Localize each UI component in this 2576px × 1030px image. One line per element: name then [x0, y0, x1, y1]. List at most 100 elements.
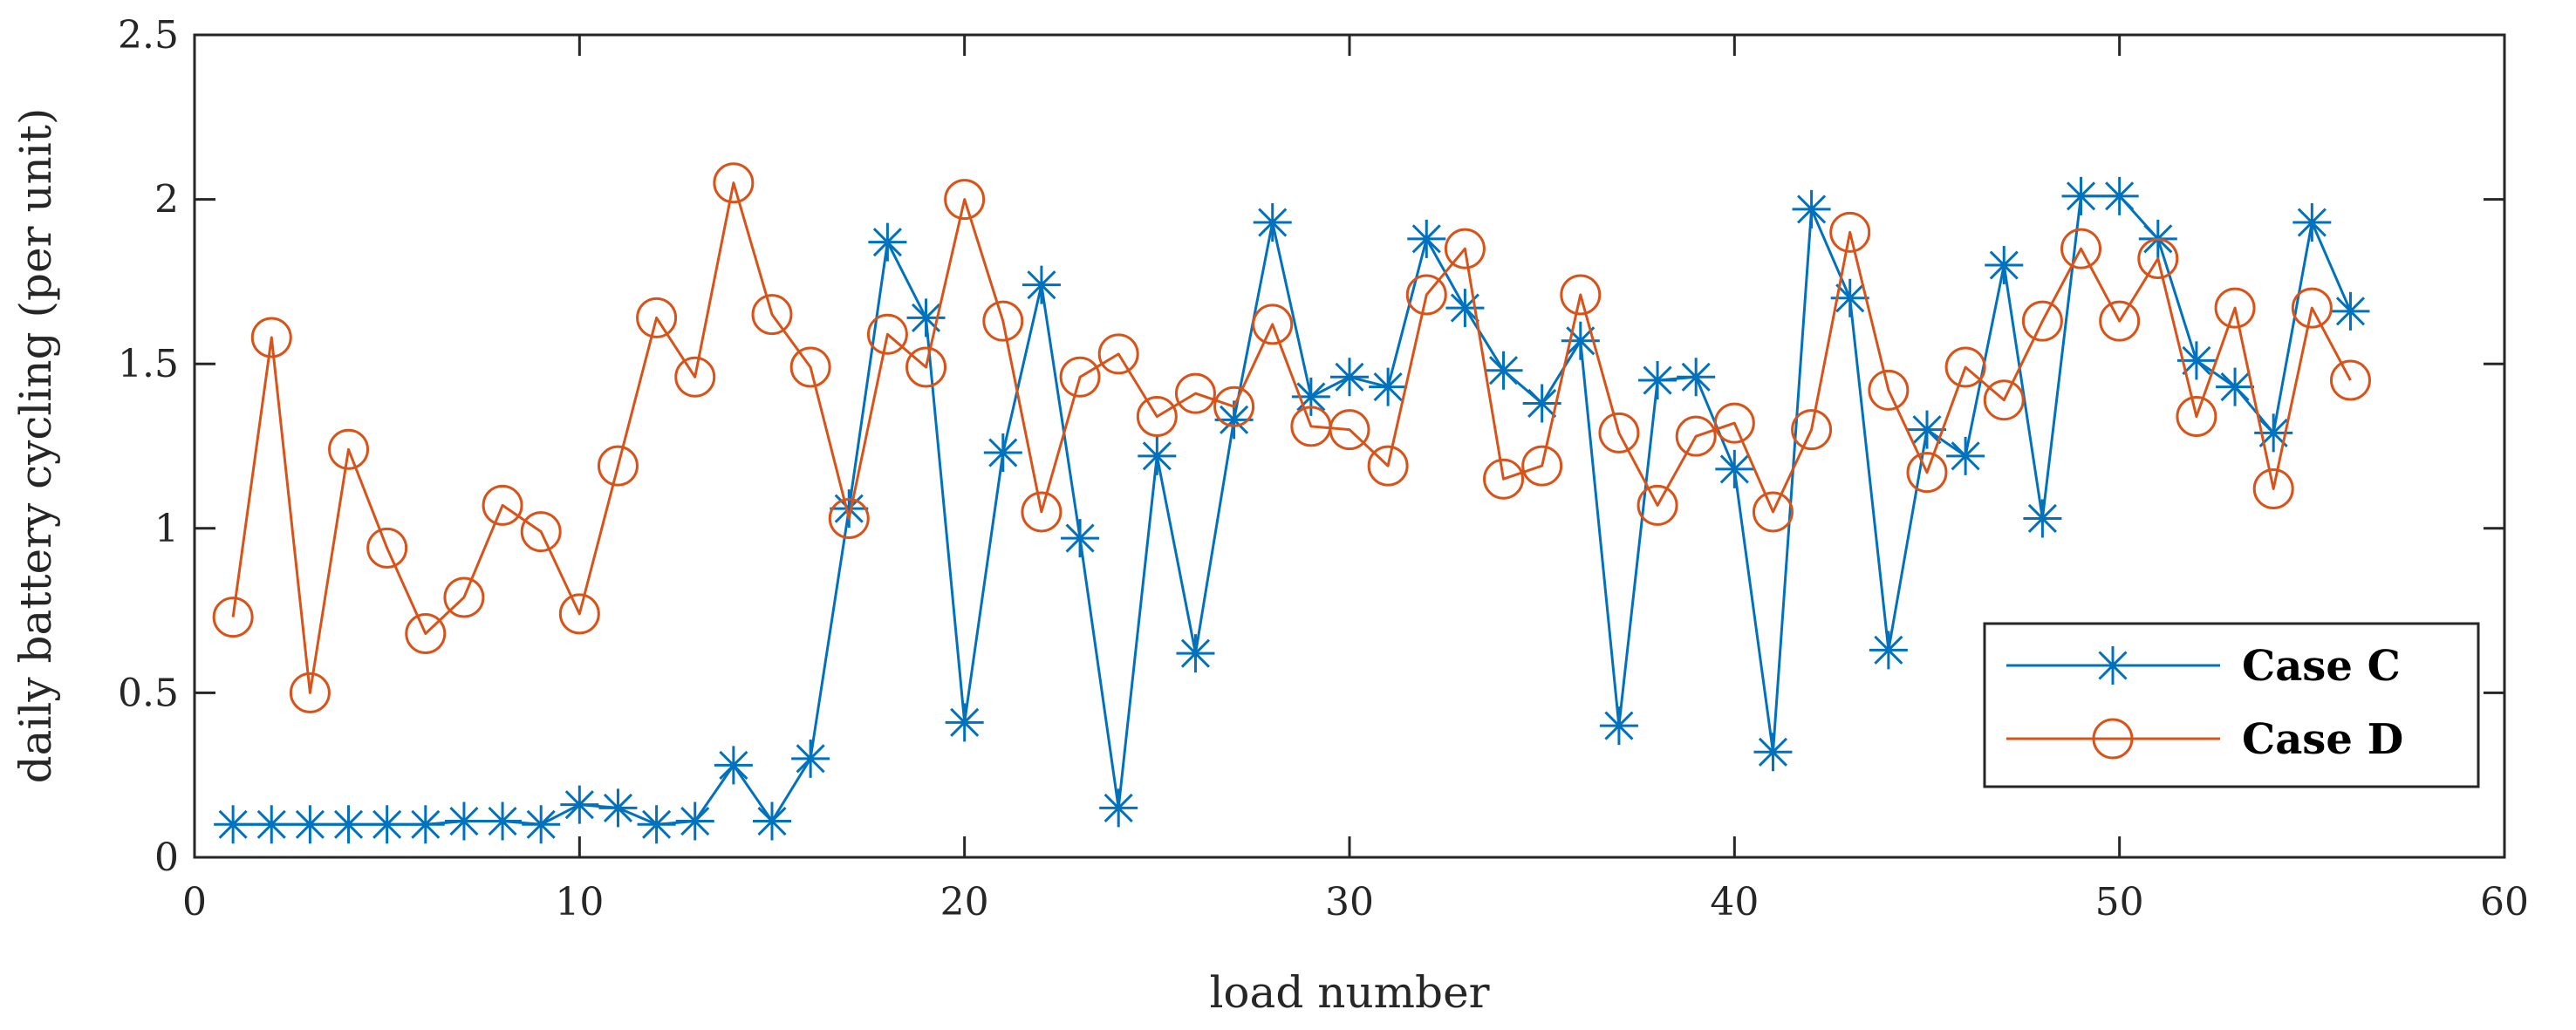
data-point — [905, 346, 947, 388]
data-point — [1560, 274, 1602, 316]
x-tick-label: 20 — [940, 880, 989, 924]
data-point — [789, 346, 831, 388]
series-case-d — [212, 162, 2371, 713]
data-point — [1097, 333, 1139, 375]
legend-box — [1983, 622, 2480, 788]
data-point — [1752, 491, 1794, 533]
data-point — [982, 300, 1024, 342]
data-point — [252, 805, 291, 844]
data-point — [753, 801, 791, 841]
data-point — [214, 805, 253, 844]
data-point — [1022, 265, 1061, 304]
data-point — [714, 746, 753, 785]
data-point — [675, 801, 714, 841]
data-point — [482, 484, 523, 526]
data-point — [2176, 341, 2216, 380]
data-point — [1522, 384, 1561, 423]
data-point — [1675, 415, 1717, 457]
data-point — [1483, 458, 1525, 500]
data-point — [2137, 237, 2179, 279]
data-point — [1638, 361, 1677, 400]
data-point — [2214, 287, 2256, 329]
x-tick-label: 10 — [555, 880, 604, 924]
data-point — [1599, 706, 1638, 746]
legend-marker — [2092, 718, 2134, 760]
data-point — [2021, 300, 2063, 342]
data-point — [1329, 409, 1370, 451]
data-point — [830, 489, 869, 529]
data-point — [406, 805, 445, 844]
data-point — [1521, 445, 1563, 487]
data-point — [2216, 367, 2255, 406]
data-point — [1369, 367, 1408, 406]
data-point — [1715, 449, 1754, 488]
data-point — [1791, 409, 1833, 451]
data-point — [1291, 377, 1330, 416]
data-point — [1561, 321, 1600, 360]
data-point — [1136, 396, 1178, 438]
data-point — [713, 162, 755, 204]
data-point — [443, 576, 485, 618]
data-point — [405, 613, 447, 655]
data-point — [1061, 519, 1100, 558]
y-axis-label: daily battery cycling (per unit) — [10, 108, 61, 784]
data-point — [1405, 274, 1447, 316]
data-point — [906, 298, 946, 338]
data-point — [1367, 445, 1409, 487]
data-point — [2061, 176, 2101, 215]
data-point — [598, 788, 638, 828]
y-tick-label: 1 — [154, 507, 179, 551]
data-point — [1330, 358, 1369, 397]
x-tick-label: 50 — [2095, 880, 2144, 924]
data-point — [444, 801, 483, 841]
y-tick-label: 0.5 — [118, 671, 179, 715]
data-point — [868, 222, 907, 262]
data-point — [945, 703, 984, 742]
data-point — [483, 801, 523, 841]
data-point — [2331, 291, 2370, 331]
data-point — [1598, 412, 1640, 454]
data-point — [1753, 733, 1793, 772]
x-tick-label: 40 — [1710, 880, 1759, 924]
data-point — [1869, 631, 1908, 670]
data-point — [2023, 499, 2062, 538]
data-point — [1944, 346, 1986, 388]
data-point — [597, 445, 639, 487]
series-layer — [212, 162, 2371, 844]
data-point — [1868, 369, 1910, 411]
data-point — [2291, 287, 2333, 329]
data-point — [751, 294, 793, 336]
data-point — [1253, 203, 1292, 242]
x-axis-label: load number — [1209, 967, 1489, 1018]
data-point — [1445, 289, 1485, 328]
y-axis-ticks: 0 0.5 1 1.5 2 2.5 — [118, 13, 2504, 880]
data-point — [1138, 436, 1177, 475]
x-tick-label: 30 — [1325, 880, 1374, 924]
data-point — [1983, 379, 2025, 421]
data-point — [2176, 396, 2217, 438]
legend-label: Case C — [2242, 642, 2401, 691]
data-point — [1677, 358, 1716, 397]
data-point — [1099, 788, 1138, 828]
data-point — [983, 433, 1022, 473]
data-point — [1174, 372, 1216, 414]
data-point — [1059, 356, 1101, 398]
data-point — [1829, 211, 1871, 253]
data-point — [250, 317, 292, 358]
data-point — [2100, 176, 2139, 215]
data-point — [1484, 351, 1523, 390]
legend-marker — [2094, 646, 2132, 685]
data-point — [2254, 413, 2293, 453]
y-tick-label: 2.5 — [118, 13, 179, 58]
data-point — [1946, 436, 1985, 475]
data-point — [866, 313, 908, 355]
legend-label: Case D — [2242, 715, 2403, 764]
x-axis-ticks: 0 10 20 30 40 50 60 — [182, 35, 2529, 924]
data-point — [560, 785, 599, 824]
data-point — [520, 511, 562, 553]
data-point — [1713, 402, 1755, 444]
data-point — [366, 527, 408, 569]
data-point — [637, 805, 676, 844]
data-point — [1176, 634, 1215, 673]
